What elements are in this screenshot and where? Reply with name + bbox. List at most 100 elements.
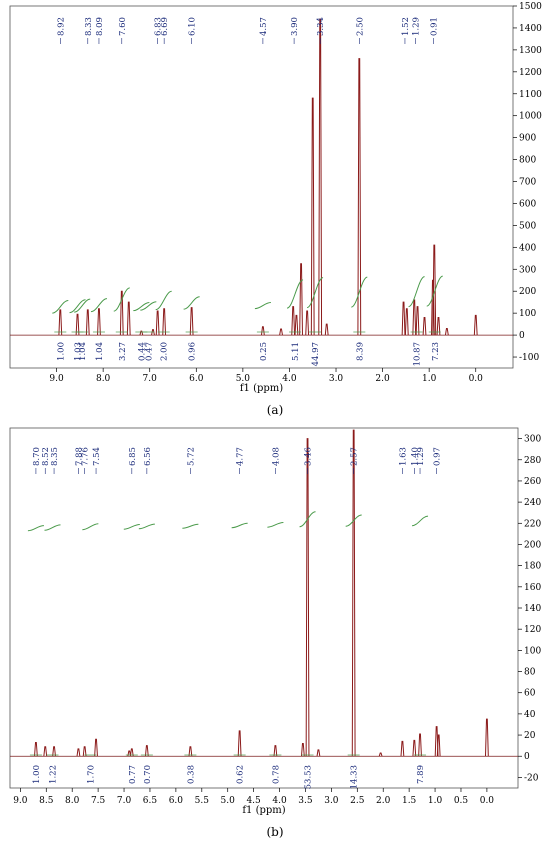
peak-label: 1.29 (412, 17, 422, 36)
integration-curve (140, 301, 157, 311)
integration-curve (267, 521, 284, 528)
spectrum-peak (415, 306, 420, 336)
spectrum-peak (378, 752, 383, 757)
peak-label: 3.34 (316, 17, 326, 36)
integral-label: 0.70 (143, 765, 153, 784)
x-tick-label: 4.0 (282, 374, 297, 384)
x-tick-label: 8.0 (65, 796, 80, 806)
peak-label: 8.52 (41, 447, 51, 466)
y-tick-label: 600 (519, 199, 536, 209)
y-tick-label: 120 (524, 625, 541, 635)
x-tick-label: 6.5 (143, 796, 158, 806)
x-tick-label: 2.5 (350, 796, 365, 806)
integration-curve (254, 302, 271, 310)
spectrum-peak (82, 746, 87, 757)
peak-label: 4.77 (236, 447, 246, 466)
y-tick-label: 300 (519, 265, 536, 275)
peak-label: 8.92 (56, 17, 66, 36)
spectrum-peak (412, 739, 417, 757)
y-tick-label: 280 (524, 456, 541, 466)
spectrum-peak (291, 306, 296, 336)
x-tick-label: 7.0 (117, 796, 132, 806)
integral-label: 8.39 (355, 342, 365, 361)
y-tick-label: -100 (519, 353, 539, 363)
spectrum-peak (412, 299, 417, 336)
spectrum-peak (444, 328, 449, 336)
y-tick-label: 500 (519, 221, 536, 231)
spectrum-peak (294, 314, 299, 336)
x-tick-label: 1.0 (422, 374, 437, 384)
integration-curve (74, 298, 91, 313)
x-tick-label: 3.5 (298, 796, 313, 806)
integral-label: 0.96 (188, 342, 198, 361)
spectrum-panel-a: -100 0 100 200 300 400 500 600 700 800 900 1000 1100… (9, 2, 542, 394)
integral-label: 0.77 (128, 765, 138, 784)
integral-label: 7.89 (416, 765, 426, 784)
peak-label: 2.57 (350, 447, 360, 466)
peak-label: 4.57 (259, 17, 269, 36)
integration-curve (306, 277, 324, 309)
integral-label: 0.44 (137, 342, 147, 361)
spectrum-peak (279, 328, 283, 336)
peak-label: 0.97 (433, 447, 443, 466)
integral-label: 7.23 (431, 342, 441, 361)
spectrum-peak (76, 748, 81, 757)
y-tick-label: 200 (524, 540, 541, 550)
spectrum-peak (126, 301, 131, 336)
peak-label: 8.35 (50, 447, 60, 466)
y-tick-label: 20 (524, 731, 536, 741)
integral-label: 0.47 (144, 342, 154, 361)
peak-label: 6.85 (128, 447, 138, 466)
integration-curve (138, 523, 155, 530)
spectrum-peak (94, 738, 98, 757)
x-tick-label: 0.0 (469, 374, 484, 384)
integral-label: 1.00 (56, 342, 66, 361)
peak-label: 7.88 (74, 447, 84, 466)
spectrum-peak (400, 740, 405, 757)
peak-label: 3.90 (290, 17, 300, 36)
x-tick-label: 2.0 (376, 796, 391, 806)
spectrum-peak (127, 750, 132, 757)
spectrum-peak (139, 330, 144, 336)
peak-label: 0.91 (429, 17, 439, 36)
spectrum-peak (144, 745, 149, 757)
integral-label: 44.97 (311, 342, 321, 366)
panel-label-b: (b) (266, 825, 283, 839)
spectrum-peak (300, 743, 305, 757)
spectrum-peak (305, 438, 310, 757)
integral-label: 0.38 (186, 765, 196, 784)
spectrum-peak (237, 730, 242, 757)
integral-label: 1.70 (86, 765, 96, 784)
y-tick-label: 100 (524, 646, 541, 656)
spectrum-peak (316, 749, 321, 757)
peak-label: 8.70 (32, 447, 42, 466)
spectrum-peak (85, 309, 90, 336)
integration-curve (426, 275, 443, 307)
integration-curve (182, 523, 199, 529)
spectrum-peak (162, 308, 167, 336)
plot-frame (9, 5, 514, 369)
spectrum-peak (155, 310, 160, 336)
x-tick-label: 0.0 (480, 796, 495, 806)
spectrum-peak (418, 733, 422, 757)
spectrum-peak (436, 734, 441, 757)
spectrum-peak (484, 718, 489, 757)
spectrum-peak (436, 317, 441, 336)
spectrum-peak (357, 58, 362, 336)
x-tick-label: 4.5 (246, 796, 261, 806)
y-tick-label: 260 (524, 477, 541, 487)
peak-label: 7.54 (92, 447, 102, 466)
x-tick-label: 7.0 (143, 374, 158, 384)
x-tick-label: 2.0 (375, 374, 390, 384)
spectrum-peak (422, 317, 427, 336)
integration-curve (286, 279, 304, 309)
integration-curve (299, 511, 316, 528)
peak-label: 5.72 (186, 447, 196, 466)
x-tick-label: 5.0 (236, 374, 251, 384)
integral-label: 3.27 (118, 342, 128, 361)
y-tick-label: 240 (524, 498, 541, 508)
integration-curve (90, 298, 108, 313)
integral-label: 1.22 (49, 765, 59, 784)
y-tick-label: 160 (524, 583, 541, 593)
